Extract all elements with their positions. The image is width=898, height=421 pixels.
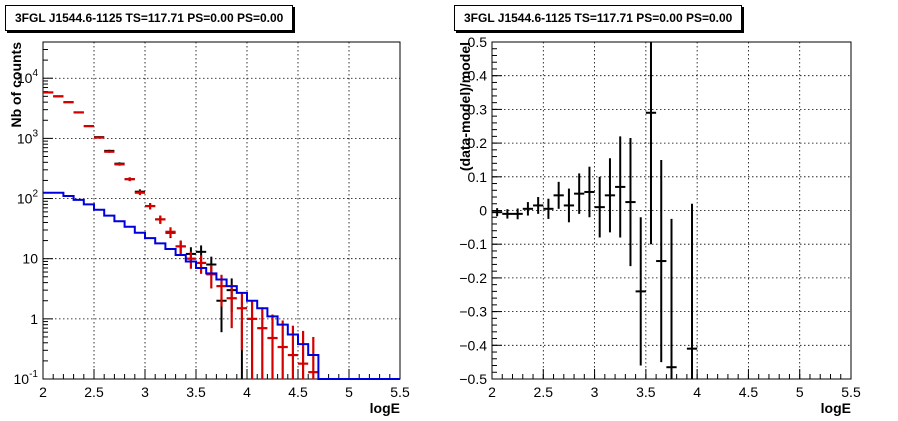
x-tick-label: 3.5 <box>636 384 656 400</box>
x-tick-label: 4 <box>243 384 251 400</box>
y-tick-label: 0.5 <box>468 34 488 50</box>
left-pad: 3FGL J1544.6-1125 TS=117.71 PS=0.00 PS=0… <box>5 5 410 416</box>
y-tick-label: 0 <box>479 203 487 219</box>
x-tick-label: 2 <box>39 384 47 400</box>
x-tick-label: 2.5 <box>534 384 554 400</box>
y-tick-label: 0.3 <box>468 101 488 117</box>
x-tick-label: 4 <box>693 384 701 400</box>
y-axis-title: Nb of counts <box>8 42 24 128</box>
y-tick-label: 102 <box>17 189 39 207</box>
residual-chart: 2 2.5 3 3.5 4 4.5 5 5.5 −0.5 −0.4 −0.3 −0.2 −0.1 0 0.1… <box>457 34 861 416</box>
x-axis-title: logE <box>370 400 400 416</box>
left-chart-title: 3FGL J1544.6-1125 TS=117.71 PS=0.00 PS=0… <box>5 5 294 31</box>
right-chart-title: 3FGL J1544.6-1125 TS=117.71 PS=0.00 PS=0… <box>454 5 743 31</box>
y-tick-label: 103 <box>17 128 39 146</box>
y-tick-label: 1 <box>30 311 38 327</box>
model-histogram <box>43 191 400 380</box>
plot-frame <box>42 41 401 380</box>
x-tick-label: 4.5 <box>288 384 308 400</box>
y-tick-label: 10 <box>22 251 38 267</box>
right-pad: 3FGL J1544.6-1125 TS=117.71 PS=0.00 PS=0… <box>449 0 898 421</box>
y-tick-label: 0.1 <box>468 169 488 185</box>
y-tick-label: 104 <box>17 68 39 86</box>
x-tick-label: 5.5 <box>841 384 861 400</box>
y-tick-label: −0.4 <box>459 337 487 353</box>
x-tick-label: 4.5 <box>739 384 759 400</box>
x-tick-label: 5 <box>796 384 804 400</box>
y-tick-label: 0.2 <box>468 135 488 151</box>
y-tick-label: 0.4 <box>468 68 488 84</box>
x-tick-label: 3 <box>141 384 149 400</box>
x-tick-label: 3 <box>591 384 599 400</box>
y-tick-label: 10-1 <box>14 369 39 387</box>
model-series <box>43 91 319 379</box>
y-tick-label: −0.2 <box>459 270 487 286</box>
y-tick-label: −0.1 <box>459 236 487 252</box>
x-tick-label: 3.5 <box>186 384 206 400</box>
counts-chart: 2 2.5 3 3.5 4 4.5 5 5.5 10-1 1 10 102 103 104 logE Nb o… <box>8 41 410 416</box>
x-tick-label: 2.5 <box>84 384 104 400</box>
residual-series <box>492 42 698 379</box>
x-tick-label: 5 <box>345 384 353 400</box>
data-series <box>43 91 243 379</box>
y-tick-label: −0.5 <box>459 371 487 387</box>
y-axis-title: (data-model)/model <box>457 42 473 171</box>
x-axis-title: logE <box>821 400 851 416</box>
y-tick-label: −0.3 <box>459 304 487 320</box>
x-tick-label: 5.5 <box>390 384 410 400</box>
x-tick-label: 2 <box>488 384 496 400</box>
